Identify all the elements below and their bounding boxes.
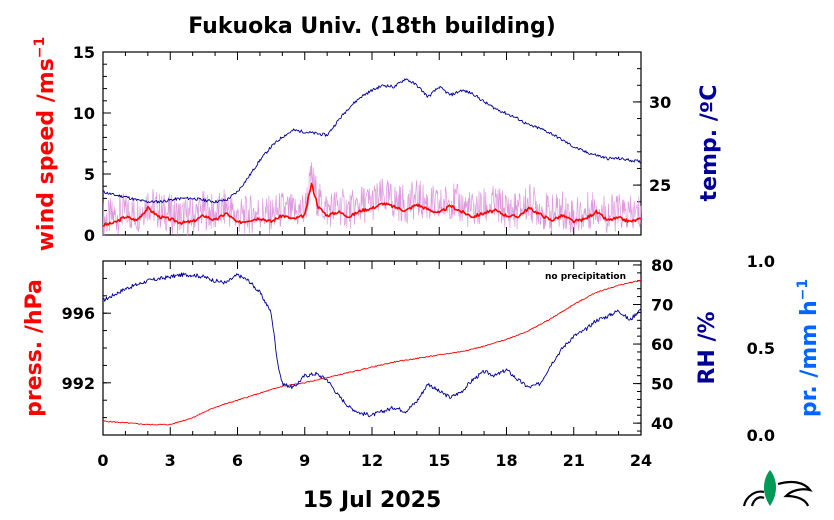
- precip-axis-label-sup: −1: [795, 279, 811, 300]
- top-series: [102, 78, 642, 236]
- x-tick-label: 0: [97, 451, 108, 470]
- x-tick-label: 3: [165, 451, 176, 470]
- precip-tick-label: 1.0: [747, 252, 775, 271]
- precip-tick-label: 0.5: [747, 339, 775, 358]
- y-tick-label: 25: [649, 176, 671, 195]
- pressure-line: [102, 279, 642, 426]
- y-tick-label: 40: [651, 414, 673, 433]
- y-tick-label: 60: [651, 335, 673, 354]
- logo-leaf: [764, 470, 776, 506]
- institution-logo: [742, 470, 813, 507]
- precip-axis-label: pr. /mm h−1: [795, 279, 822, 417]
- y-tick-label: 30: [649, 93, 671, 112]
- y-tick-label: 70: [651, 296, 673, 315]
- top-axis-ticks: 0 5 10 15 25 30: [73, 43, 672, 245]
- y-tick-label: 0: [84, 226, 95, 245]
- x-axis-tick-labels: 0 3 6 9 12 15 18 21 24: [97, 451, 652, 470]
- temperature-line: [102, 78, 642, 204]
- y-tick-label: 992: [62, 374, 95, 393]
- rh-axis-label: RH /%: [695, 311, 720, 384]
- x-tick-label: 12: [361, 451, 383, 470]
- bottom-panel-frame: [102, 260, 642, 436]
- top-panel: 0 5 10 15 25 30 wind speed /ms−1 temp. /ºC: [32, 37, 722, 252]
- bottom-axis-ticks: 992 996 40 50 60 70 80: [62, 256, 673, 436]
- y-tick-label: 996: [62, 304, 95, 323]
- y-tick-label: 50: [651, 375, 673, 394]
- logo-swoosh: [742, 480, 813, 507]
- date-label: 15 Jul 2025: [303, 488, 442, 513]
- y-tick-label: 80: [651, 256, 673, 275]
- wind-speed-axis-label: wind speed /ms−1: [32, 37, 59, 252]
- x-tick-label: 15: [428, 451, 450, 470]
- wind-speed-raw-line: [102, 162, 642, 236]
- y-tick-label: 5: [84, 165, 95, 184]
- precip-tick-label: 0.0: [747, 426, 775, 445]
- x-tick-label: 9: [299, 451, 310, 470]
- rh-line: [102, 272, 642, 418]
- x-tick-label: 6: [232, 451, 243, 470]
- bottom-panel: 992 996 40 50 60 70 80 no precipitation press.…: [22, 252, 822, 445]
- precip-axis-label-text: pr. /mm h: [797, 300, 822, 417]
- wind-speed-line: [102, 182, 642, 227]
- precip-axis-ticks: 0.0 0.5 1.0: [747, 252, 775, 445]
- x-tick-label: 21: [563, 451, 585, 470]
- y-tick-label: 15: [73, 43, 95, 62]
- wind-speed-axis-label-sup: −1: [32, 37, 48, 58]
- y-tick-label: 10: [73, 104, 95, 123]
- temperature-axis-label: temp. /ºC: [697, 85, 722, 202]
- bottom-series: [102, 272, 642, 426]
- x-tick-label: 24: [630, 451, 652, 470]
- pressure-axis-label: press. /hPa: [22, 279, 47, 417]
- x-tick-label: 18: [495, 451, 517, 470]
- precipitation-note: no precipitation: [545, 272, 626, 282]
- chart-title: Fukuoka Univ. (18th building): [188, 14, 556, 39]
- wind-speed-axis-label-text: wind speed /ms: [34, 58, 59, 251]
